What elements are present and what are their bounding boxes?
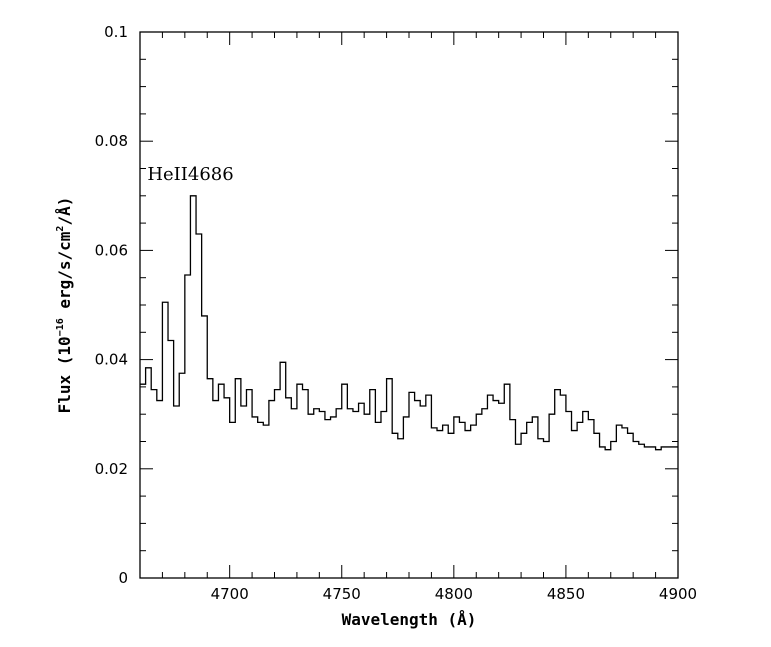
y-axis-label-part: /Å) xyxy=(55,197,74,226)
y-tick-label: 0.06 xyxy=(95,241,128,259)
y-axis-label-part: Flux (10 xyxy=(55,336,74,413)
plot-frame xyxy=(139,31,679,579)
annotation-heii4686: HeII4686 xyxy=(147,164,233,185)
y-axis-label-superscript: −16 xyxy=(55,318,66,336)
y-axis-label-part: erg/s/cm xyxy=(55,231,74,318)
y-tick-label: 0.04 xyxy=(95,351,128,369)
y-tick-label: 0 xyxy=(118,569,128,587)
x-tick-label: 4900 xyxy=(659,585,697,603)
y-axis-label: Flux (10−16 erg/s/cm2/Å) xyxy=(55,197,74,414)
y-axis-label-superscript: 2 xyxy=(55,226,66,232)
x-tick-label: 4850 xyxy=(547,585,585,603)
series-line-spectrum xyxy=(140,195,678,451)
y-tick-label: 0.02 xyxy=(95,460,128,478)
axis-tick-labels: 4700 4750 4800 4850 4900 0 0.02 0.04 0.06 0.08 0.1 xyxy=(95,23,698,603)
x-tick-label: 4750 xyxy=(323,585,361,603)
y-tick-label: 0.1 xyxy=(104,23,128,41)
x-tick-label: 4700 xyxy=(211,585,249,603)
axis-ticks xyxy=(139,31,679,579)
x-axis-label: Wavelength (Å) xyxy=(342,610,477,629)
x-tick-label: 4800 xyxy=(435,585,473,603)
y-tick-label: 0.08 xyxy=(95,132,128,150)
